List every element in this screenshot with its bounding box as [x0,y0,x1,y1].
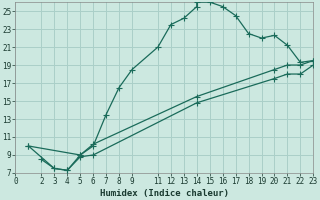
X-axis label: Humidex (Indice chaleur): Humidex (Indice chaleur) [100,189,229,198]
